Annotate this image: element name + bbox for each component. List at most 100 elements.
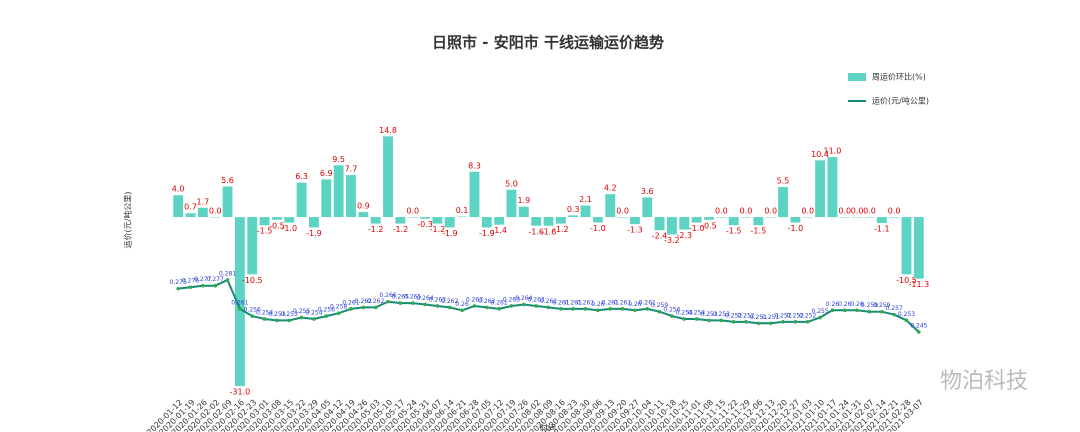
bar: [531, 217, 542, 226]
bar: [691, 217, 702, 223]
bar-value-label: 5.5: [777, 177, 790, 186]
price-point: [744, 320, 748, 324]
price-value-label: 0.262: [478, 298, 495, 305]
price-value-label: 0.252: [799, 312, 816, 319]
price-value-label: 0.26: [826, 301, 840, 308]
price-value-label: 0.255: [293, 308, 310, 315]
bar-value-label: -11.3: [908, 280, 929, 289]
bar: [432, 217, 443, 224]
bar: [247, 217, 258, 275]
price-point: [842, 308, 847, 313]
price-point: [176, 286, 180, 291]
bar-value-label: 0.0: [863, 207, 876, 216]
bar-value-label: 1.7: [196, 197, 209, 206]
price-point: [361, 305, 366, 310]
price-point: [349, 307, 353, 311]
bar-value-label: -1.4: [491, 226, 507, 235]
price-value-label: 0.256: [244, 307, 261, 314]
price-value-label: 0.252: [737, 312, 754, 319]
price-value-label: 0.261: [602, 299, 619, 306]
price-point: [546, 305, 551, 310]
bar-value-label: -1.0: [590, 224, 606, 233]
price-value-label: 0.251: [750, 314, 767, 321]
bar: [605, 194, 616, 218]
watermark: 物泊科技: [940, 369, 1028, 394]
bar-value-label: -1.9: [479, 229, 495, 238]
bar: [309, 217, 319, 228]
price-point: [670, 314, 674, 318]
bar: [617, 217, 628, 218]
bar: [876, 217, 887, 224]
price-value-label: 0.252: [787, 312, 804, 319]
bar: [370, 217, 381, 224]
price-point: [781, 320, 785, 324]
price-value-label: 0.259: [873, 302, 890, 309]
bar: [173, 195, 184, 218]
bar-value-label: 3.6: [641, 187, 654, 196]
bar: [753, 217, 764, 226]
price-value-label: 0.258: [330, 304, 347, 311]
bar-value-label: 0.0: [616, 207, 629, 216]
price-point: [472, 304, 477, 308]
bar-value-label: -0.5: [269, 221, 285, 230]
price-point: [571, 307, 575, 311]
bar-value-label: 1.9: [517, 196, 530, 205]
price-value-label: 0.265: [392, 294, 409, 301]
price-value-label: 0.261: [342, 299, 359, 306]
price-point: [608, 307, 613, 311]
bar: [271, 217, 282, 220]
price-point: [855, 308, 859, 313]
bar: [222, 186, 233, 218]
bar: [642, 197, 653, 218]
price-value-label: 0.266: [379, 292, 396, 299]
price-point: [299, 315, 304, 320]
price-value-label: 0.262: [540, 298, 557, 305]
bar: [420, 217, 430, 219]
price-value-label: 0.253: [713, 311, 730, 318]
price-value-label: 0.26: [591, 301, 605, 308]
price-point: [188, 285, 193, 289]
price-point: [423, 302, 427, 307]
price-value-label: 0.261: [639, 299, 656, 306]
price-point: [719, 318, 724, 323]
bar-value-label: -1.9: [306, 229, 322, 238]
price-value-label: 0.257: [886, 305, 903, 312]
price-value-label: 0.254: [676, 309, 693, 316]
bar: [185, 213, 196, 218]
bar: [506, 189, 517, 218]
x-axis-label: 时间: [540, 423, 556, 432]
bar: [333, 165, 344, 218]
price-point: [287, 318, 292, 323]
bar: [827, 157, 838, 218]
price-value-label: 0.264: [515, 295, 532, 302]
legend-label: 运价(元/吨公里): [872, 96, 929, 106]
price-point: [596, 308, 600, 313]
y-axis-label: 运价(元/吨公里): [123, 192, 133, 249]
bar: [494, 217, 505, 225]
price-value-label: 0.276: [182, 278, 199, 285]
bar-value-label: -1.5: [726, 227, 742, 236]
bar-value-label: 11.0: [824, 147, 842, 156]
bar: [296, 182, 307, 218]
bar-value-label: 0.0: [406, 207, 419, 216]
bar: [568, 215, 579, 218]
bar-value-label: -1.5: [751, 227, 767, 236]
bar-value-label: 0.0: [851, 207, 864, 216]
price-value-label: 0.26: [850, 301, 864, 308]
bar-value-label: 2.1: [579, 195, 592, 204]
bar: [815, 160, 826, 218]
bar: [654, 217, 665, 231]
price-point: [484, 305, 489, 310]
bar: [234, 217, 245, 387]
bar-value-label: 0.0: [838, 207, 851, 216]
bar-value-label: 10.4: [811, 150, 829, 159]
bar-value-label: -1.0: [281, 224, 297, 233]
price-value-label: 0.263: [429, 296, 446, 303]
bar: [716, 217, 727, 218]
price-point: [830, 308, 835, 313]
price-point: [559, 307, 563, 311]
price-value-label: 0.252: [725, 312, 742, 319]
bar: [704, 217, 714, 220]
price-point: [250, 314, 255, 318]
bar-value-label: 0.0: [888, 207, 901, 216]
